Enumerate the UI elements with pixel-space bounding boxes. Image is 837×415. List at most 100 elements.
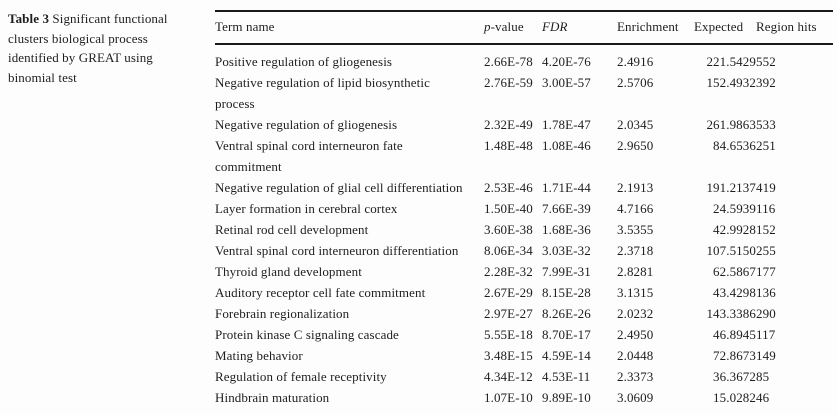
expected-cell: 191.2137 [706,180,756,195]
term-cell: Regulation of female receptivity [215,369,387,384]
table-caption-text: Significant functional clusters biologic… [8,11,168,85]
fdr-cell: 4.20E-76 [542,54,591,69]
results-table-wrap: Term name p-value FDR Enrichment Expected Reg… [215,10,833,415]
p_value-cell: 2.32E-49 [484,117,533,132]
enrichment-cell: 2.4950 [617,327,654,342]
enrichment-cell: 2.8281 [617,264,654,279]
p_value-cell: 5.55E-18 [484,327,533,342]
region_hits-cell: 136 [756,285,776,300]
region_hits-cell: 177 [756,264,776,279]
expected-cell: 43.4298 [713,285,756,300]
table-row: Protein kinase C signaling cascade 5.55E-… [215,324,833,345]
table-caption-label: Table 3 [8,11,50,26]
enrichment-cell: 2.0232 [617,306,654,321]
table-row: Forebrain regionalization 2.97E-27 8.26E-2… [215,303,833,324]
table-row: Negative regulation of glial cell differ… [215,177,833,198]
region_hits-cell: 116 [756,201,776,216]
region_hits-cell: 552 [756,54,776,69]
col-header-region_hits: Region hits [756,11,833,45]
fdr-cell: 7.66E-39 [542,201,591,216]
region_hits-cell: 152 [756,222,776,237]
term-cell: Mating behavior [215,348,303,363]
col-header-enrichment: Enrichment [617,11,694,45]
p_value-cell: 1.50E-40 [484,201,533,216]
p_value-cell: 3.48E-15 [484,348,533,363]
region_hits-cell: 46 [756,390,770,405]
fdr-cell: 3.00E-57 [542,75,591,90]
term-cell: Negative regulation of gliogenesis [215,117,398,132]
table-row: Ventral spinal cord interneuron fate com… [215,135,833,177]
fdr-cell: 8.70E-17 [542,327,591,342]
enrichment-cell: 3.1315 [617,285,654,300]
table-row: Positive regulation of gliogenesis 2.66E-… [215,44,833,72]
p_value-cell: 2.53E-46 [484,180,533,195]
fdr-cell: 9.89E-10 [542,390,591,405]
region_hits-cell: 251 [756,138,776,153]
enrichment-cell: 4.7166 [617,201,654,216]
term-cell: Negative regulation of lipid biosyntheti… [215,75,430,111]
region_hits-cell: 149 [756,348,776,363]
table-row: Thyroid gland development 2.28E-32 7.99E-3… [215,261,833,282]
term-cell: Protein kinase C signaling cascade [215,327,399,342]
enrichment-cell: 2.4916 [617,54,654,69]
term-cell: Ventral spinal cord interneuron differen… [215,243,459,258]
expected-cell: 152.4932 [706,75,756,90]
expected-cell: 107.5150 [706,243,756,258]
term-cell: Auditory receptor cell fate commitment [215,285,426,300]
term-cell: Positive regulation of gliogenesis [215,54,393,69]
fdr-cell: 1.08E-46 [542,138,591,153]
table-row: Negative regulation of lipid biosyntheti… [215,72,833,114]
table-row: Ventral spinal cord interneuron differen… [215,240,833,261]
table-row: Mating behavior 3.48E-15 4.59E-14 2.0448 72.… [215,345,833,366]
fdr-cell: 4.53E-11 [542,369,591,384]
table-row: Regulation of female receptivity 4.34E-12… [215,366,833,387]
fdr-cell: 1.78E-47 [542,117,591,132]
region_hits-cell: 419 [756,180,776,195]
table-caption: Table 3 Significant functional clusters … [8,9,188,87]
term-cell: Retinal rod cell development [215,222,369,237]
enrichment-cell: 2.5706 [617,75,654,90]
term-cell: Thyroid gland development [215,264,362,279]
p_value-cell: 2.76E-59 [484,75,533,90]
fdr-cell: 8.15E-28 [542,285,591,300]
col-header-fdr: FDR [542,11,617,45]
enrichment-cell: 2.0448 [617,348,654,363]
col-header-term: Term name [215,11,484,45]
expected-cell: 72.8673 [713,348,756,363]
region_hits-cell: 85 [756,369,770,384]
term-cell: Negative regulation of glial cell differ… [215,180,463,195]
term-cell: Ventral spinal cord interneuron fate com… [215,138,403,174]
expected-cell: 84.6536 [713,138,756,153]
term-cell: Layer formation in cerebral cortex [215,201,398,216]
p_value-cell: 2.97E-27 [484,306,533,321]
expected-cell: 36.3672 [713,369,756,384]
region_hits-cell: 533 [756,117,776,132]
p_value-cell: 2.28E-32 [484,264,533,279]
col-header-expected: Expected [694,11,756,45]
p_value-cell: 8.06E-34 [484,243,533,258]
p_value-cell: 4.34E-12 [484,369,533,384]
enrichment-cell: 2.0345 [617,117,654,132]
enrichment-cell: 2.9650 [617,138,654,153]
enrichment-cell: 3.5355 [617,222,654,237]
region_hits-cell: 290 [756,306,776,321]
region_hits-cell: 117 [756,327,776,342]
p_value-cell: 2.67E-29 [484,285,533,300]
fdr-cell: 8.26E-26 [542,306,591,321]
fdr-cell: 4.59E-14 [542,348,591,363]
expected-cell: 42.9928 [713,222,756,237]
col-header-p_value: p-value [484,11,542,45]
enrichment-cell: 2.3373 [617,369,654,384]
term-cell: Forebrain regionalization [215,306,350,321]
fdr-cell: 3.03E-32 [542,243,591,258]
enrichment-cell: 2.3718 [617,243,654,258]
table-row: Auditory receptor cell fate commitment 2.… [215,282,833,303]
results-table: Term name p-value FDR Enrichment Expected Reg… [215,10,833,415]
p_value-cell: 3.60E-38 [484,222,533,237]
expected-cell: 62.5867 [713,264,756,279]
fdr-cell: 7.99E-31 [542,264,591,279]
table-row: Negative regulation of gliogenesis 2.32E-… [215,114,833,135]
fdr-cell: 1.68E-36 [542,222,591,237]
term-cell: Hindbrain maturation [215,390,330,405]
expected-cell: 15.0282 [713,390,756,405]
